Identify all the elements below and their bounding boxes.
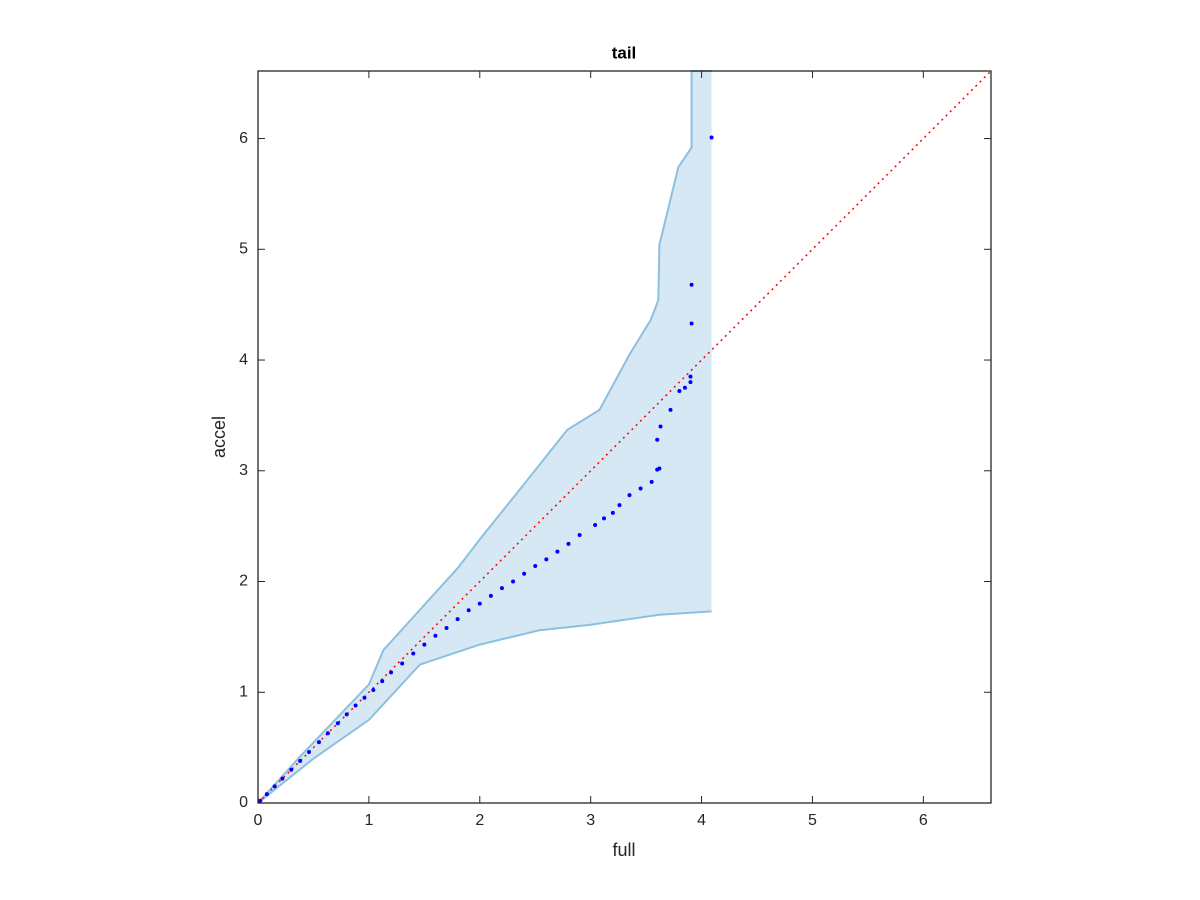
x-tick-label: 3 [586, 812, 595, 829]
reference-line [257, 70, 992, 804]
data-point [466, 608, 471, 613]
data-point [400, 661, 405, 666]
data-point [555, 549, 560, 554]
y-tick-label: 3 [239, 462, 248, 479]
data-point [682, 385, 687, 390]
confidence-band [258, 71, 712, 803]
data-point [455, 617, 460, 622]
data-point [335, 721, 340, 726]
band-upper-edge [257, 70, 712, 804]
data-point [566, 541, 571, 546]
data-point [280, 776, 285, 781]
x-tick-label: 4 [697, 812, 706, 829]
x-tick-label: 6 [919, 812, 928, 829]
data-point [627, 493, 632, 498]
data-point [522, 571, 527, 576]
data-point [258, 798, 263, 803]
y-axis-label: accel [209, 416, 229, 458]
data-point [433, 633, 438, 638]
data-point [638, 486, 643, 491]
data-point [307, 750, 312, 755]
x-axis-label: full [612, 840, 635, 860]
data-point [272, 784, 277, 789]
data-point [353, 703, 358, 708]
data-point [344, 712, 349, 717]
band-lower-edge [257, 610, 712, 804]
y-tick-label: 1 [239, 683, 248, 700]
y-tick-label: 2 [239, 573, 248, 590]
data-point [689, 282, 694, 287]
y-tick-label: 5 [239, 241, 248, 258]
data-point [657, 466, 662, 471]
data-point [325, 731, 330, 736]
axes-box [257, 70, 992, 804]
data-point [688, 380, 693, 385]
data-point [289, 767, 294, 772]
data-point [477, 601, 482, 606]
data-point [677, 389, 682, 394]
data-point [649, 479, 654, 484]
data-point [264, 792, 269, 797]
data-point [709, 135, 714, 140]
data-point [298, 758, 303, 763]
data-point [511, 579, 516, 584]
data-point [544, 557, 549, 562]
data-point [444, 626, 449, 631]
x-tick-label: 1 [364, 812, 373, 829]
y-tick-label: 0 [239, 794, 248, 811]
data-point [577, 533, 582, 538]
data-point [655, 437, 660, 442]
data-point [689, 321, 694, 326]
data-point [610, 510, 615, 515]
chart-title: tail [612, 43, 637, 62]
data-point [316, 740, 321, 745]
data-point [389, 670, 394, 675]
x-tick-label: 5 [808, 812, 817, 829]
data-point [593, 523, 598, 528]
data-point [601, 516, 606, 521]
data-point [488, 593, 493, 598]
y-tick-label: 4 [239, 351, 248, 368]
data-point [617, 503, 622, 508]
data-point [533, 564, 538, 569]
data-point [362, 695, 367, 700]
data-point [688, 374, 693, 379]
y-tick-label: 6 [239, 130, 248, 147]
data-point [499, 586, 504, 591]
x-tick-label: 0 [254, 812, 263, 829]
data-point [658, 424, 663, 429]
data-point [422, 642, 427, 647]
data-point [411, 651, 416, 656]
data-point [668, 407, 673, 412]
x-tick-label: 2 [475, 812, 484, 829]
data-point [380, 679, 385, 684]
data-point [371, 688, 376, 693]
